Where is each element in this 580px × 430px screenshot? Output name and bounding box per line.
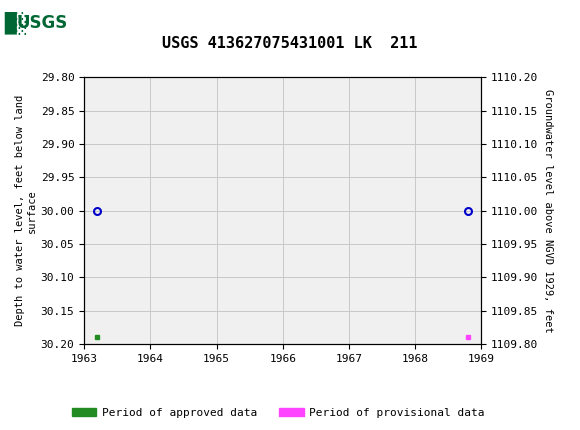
Y-axis label: Depth to water level, feet below land
surface: Depth to water level, feet below land su… [15, 95, 37, 326]
Text: USGS: USGS [16, 14, 67, 32]
Text: █░: █░ [5, 12, 28, 35]
Text: USGS 413627075431001 LK  211: USGS 413627075431001 LK 211 [162, 36, 418, 50]
Legend: Period of approved data, Period of provisional data: Period of approved data, Period of provi… [67, 403, 490, 422]
FancyBboxPatch shape [5, 4, 71, 43]
Y-axis label: Groundwater level above NGVD 1929, feet: Groundwater level above NGVD 1929, feet [542, 89, 553, 332]
